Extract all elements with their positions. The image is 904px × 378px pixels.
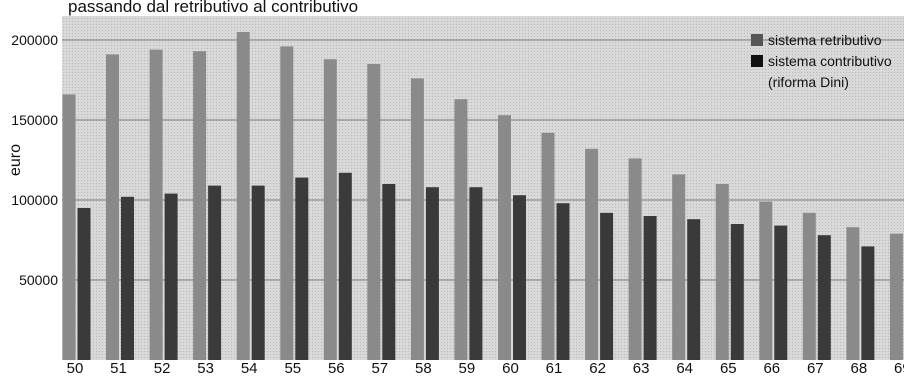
x-tick-label-67: 67 (807, 360, 824, 377)
x-tick-label-64: 64 (676, 360, 693, 377)
x-tick-label-54: 54 (241, 360, 258, 377)
bar-contributivo-66 (774, 225, 788, 360)
x-tick-label-50: 50 (67, 360, 84, 377)
y-tick-label-200000: 200000 (11, 32, 58, 48)
x-tick-label-56: 56 (328, 360, 345, 377)
x-tick-label-65: 65 (720, 360, 737, 377)
bar-retributivo-59 (454, 99, 468, 360)
bar-retributivo-61 (541, 132, 555, 360)
legend-note-riforma-dini: (riforma Dini) (768, 74, 849, 90)
x-tick-label-62: 62 (589, 360, 606, 377)
bar-contributivo-53 (208, 185, 222, 360)
x-tick-label-61: 61 (546, 360, 563, 377)
bar-retributivo-69 (889, 233, 903, 360)
bar-retributivo-65 (715, 184, 729, 360)
x-tick-label-68: 68 (851, 360, 868, 377)
bar-contributivo-59 (469, 187, 483, 360)
bar-retributivo-66 (759, 201, 773, 360)
bar-retributivo-52 (149, 49, 163, 360)
bar-contributivo-62 (600, 212, 614, 360)
bar-retributivo-56 (323, 59, 337, 360)
bar-retributivo-55 (280, 46, 294, 361)
x-tick-label-66: 66 (763, 360, 780, 377)
legend-label-retributivo: sistema retributivo (768, 32, 882, 48)
bar-retributivo-63 (628, 158, 642, 360)
bar-retributivo-62 (585, 148, 599, 360)
bar-contributivo-58 (425, 187, 439, 360)
x-tick-label-63: 63 (633, 360, 650, 377)
bar-retributivo-68 (846, 227, 860, 360)
bar-retributivo-60 (498, 115, 511, 360)
bar-retributivo-51 (106, 54, 119, 361)
bar-contributivo-57 (382, 184, 396, 360)
y-tick-label-150000: 150000 (11, 112, 58, 128)
x-tick-label-52: 52 (154, 360, 171, 377)
legend-label-contributivo: sistema contributivo (768, 53, 892, 69)
bar-contributivo-65 (730, 224, 744, 360)
bar-contributivo-67 (817, 235, 831, 360)
bar-contributivo-60 (513, 195, 526, 360)
y-tick-label-100000: 100000 (11, 192, 58, 208)
bar-contributivo-61 (556, 203, 570, 360)
bar-retributivo-50 (62, 94, 76, 361)
bar-contributivo-52 (164, 193, 178, 360)
bar-retributivo-54 (236, 32, 250, 360)
bar-contributivo-55 (295, 177, 309, 360)
bar-contributivo-64 (687, 219, 701, 360)
bar-contributivo-63 (643, 216, 657, 360)
bar-contributivo-68 (861, 246, 875, 360)
bar-retributivo-67 (802, 212, 816, 360)
legend-swatch-contributivo (751, 55, 763, 67)
x-tick-label-51: 51 (110, 360, 127, 377)
bar-contributivo-54 (251, 185, 265, 360)
bar-retributivo-57 (367, 64, 381, 360)
x-tick-label-60: 60 (502, 360, 519, 377)
x-tick-label-69: 69 (894, 360, 904, 377)
bar-retributivo-64 (672, 174, 686, 360)
y-tick-label-50000: 50000 (19, 272, 58, 288)
legend-swatch-retributivo (751, 34, 763, 46)
bar-retributivo-58 (410, 78, 424, 361)
x-tick-label-55: 55 (284, 360, 301, 377)
x-tick-label-53: 53 (197, 360, 214, 377)
bar-contributivo-56 (338, 172, 352, 360)
x-tick-label-59: 59 (459, 360, 476, 377)
x-tick-label-58: 58 (415, 360, 432, 377)
bar-retributivo-53 (193, 51, 207, 360)
y-axis-label: euro (7, 144, 24, 176)
x-tick-label-57: 57 (371, 360, 388, 377)
bar-contributivo-50 (77, 208, 91, 360)
chart-title: passando dal retributivo al contributivo (68, 0, 358, 16)
legend: sistema retributivo sistema contributivo… (751, 32, 892, 90)
bar-contributivo-51 (121, 196, 134, 360)
